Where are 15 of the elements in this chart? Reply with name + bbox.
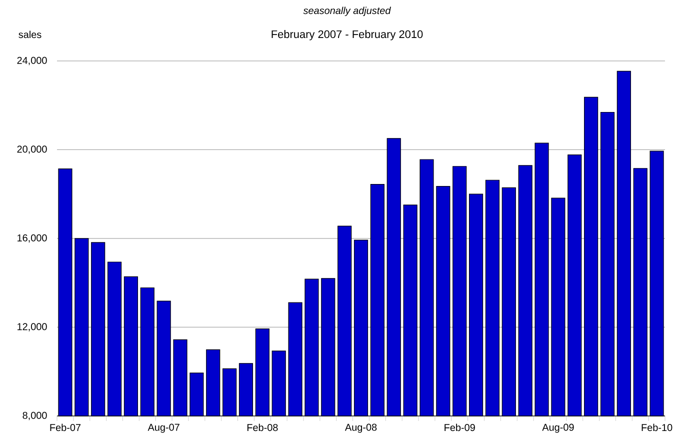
x-tick-label: Aug-09 [542, 424, 574, 433]
chart-subtitle: seasonally adjusted [303, 6, 392, 16]
y-axis-title: sales [18, 30, 42, 38]
y-tick-label: 24,000 [17, 56, 47, 66]
x-tick-label: Feb-08 [247, 424, 278, 432]
x-tick-label: Aug-07 [148, 424, 180, 433]
x-tick-label: Feb-10 [642, 424, 672, 432]
y-tick-label: 8,000 [22, 412, 47, 420]
x-tick-label: Feb-09 [444, 424, 475, 432]
x-tick-label: Feb-07 [50, 424, 81, 432]
y-tick-label: 16,000 [18, 234, 47, 243]
y-tick-label: 20,000 [17, 146, 47, 154]
x-tick-label: Aug-08 [344, 424, 377, 433]
y-tick-label: 12,000 [18, 323, 47, 332]
text: February 2007 - February 2010 [272, 30, 423, 40]
